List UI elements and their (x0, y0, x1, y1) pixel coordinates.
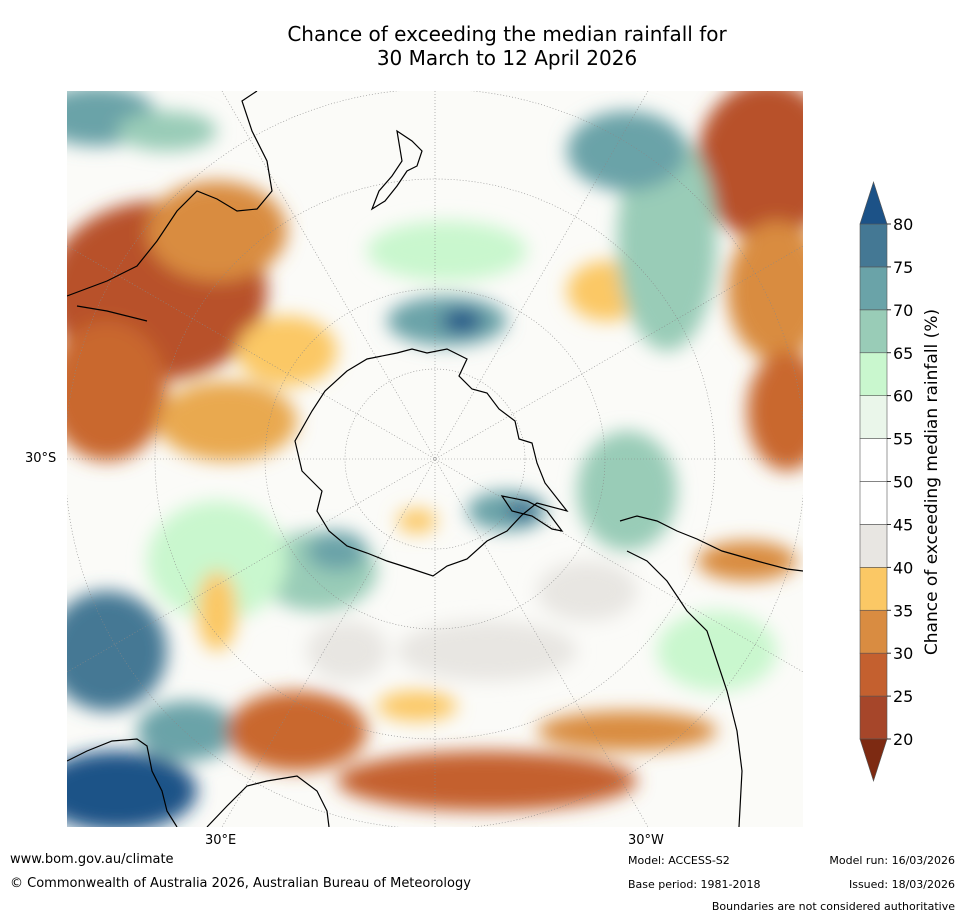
colorbar-extend-high (859, 181, 888, 225)
colorbar-bin (859, 609, 888, 654)
colorbar-tick-label: 75 (893, 258, 913, 277)
australia-coastline (67, 91, 273, 297)
colorbar-tick-label: 45 (893, 515, 913, 534)
lon-label-30w: 30°W (628, 833, 664, 848)
base-period: Base period: 1981-2018 (628, 878, 761, 891)
colorbar-tick-label: 20 (893, 730, 913, 749)
colorbar-bin (859, 309, 888, 354)
model-run: Model run: 16/03/2026 (829, 854, 955, 867)
title-line-2: 30 March to 12 April 2026 (376, 46, 638, 70)
colorbar-tick-label: 40 (893, 558, 913, 577)
colorbar-bin (859, 652, 888, 697)
colorbar-label: Chance of exceeding median rainfall (%) (922, 309, 942, 655)
colorbar-tick-label: 55 (893, 430, 913, 449)
colorbar-tick-label: 25 (893, 687, 913, 706)
colorbar-bin (859, 481, 888, 525)
lon-label-30e: 30°E (205, 833, 237, 848)
colorbar-tick-label: 65 (893, 344, 913, 363)
coastlines (67, 91, 803, 827)
colorbar-bin (859, 524, 888, 568)
disclaimer: Boundaries are not considered authoritat… (711, 900, 955, 913)
south-america-coastline (619, 515, 803, 572)
africa-coastline (67, 738, 178, 827)
model-name: Model: ACCESS-S2 (628, 854, 730, 867)
colorbar-tick-label: 60 (893, 387, 913, 406)
colorbar-swatches (859, 181, 888, 782)
colorbar-tick-label: 35 (893, 601, 913, 620)
antarctic-peninsula-coastline (500, 495, 564, 532)
lat-label: 30°S (25, 451, 57, 466)
colorbar-bin (859, 223, 888, 268)
colorbar-bin (859, 695, 888, 740)
colorbar-bin (859, 395, 888, 439)
title-line-1: Chance of exceeding the median rainfall … (287, 22, 727, 46)
rainfall-anomaly-fields (67, 91, 803, 827)
copyright: © Commonwealth of Australia 2026, Austra… (10, 876, 471, 891)
website-url: www.bom.gov.au/climate (10, 852, 174, 867)
colorbar-bin (859, 266, 888, 311)
colorbar-tick-label: 70 (893, 301, 913, 320)
new-zealand-coastline (370, 129, 423, 211)
antarctica-coastline (294, 348, 569, 577)
map-canvas (67, 91, 803, 827)
colorbar-bin (859, 352, 888, 396)
issued-date: Issued: 18/03/2026 (848, 878, 955, 891)
colorbar-extend-low (859, 738, 888, 782)
colorbar-tick-label: 50 (893, 473, 913, 492)
colorbar-bin (859, 567, 888, 611)
colorbar-tick-label: 80 (893, 215, 913, 234)
colorbar-ticks: 20 25 30 35 40 45 50 55 60 65 70 75 80 (887, 215, 913, 749)
map-title: Chance of exceeding the median rainfall … (0, 22, 965, 70)
colorbar-tick-label: 30 (893, 644, 913, 663)
colorbar-bin (859, 438, 888, 482)
rainfall-map (67, 91, 803, 827)
